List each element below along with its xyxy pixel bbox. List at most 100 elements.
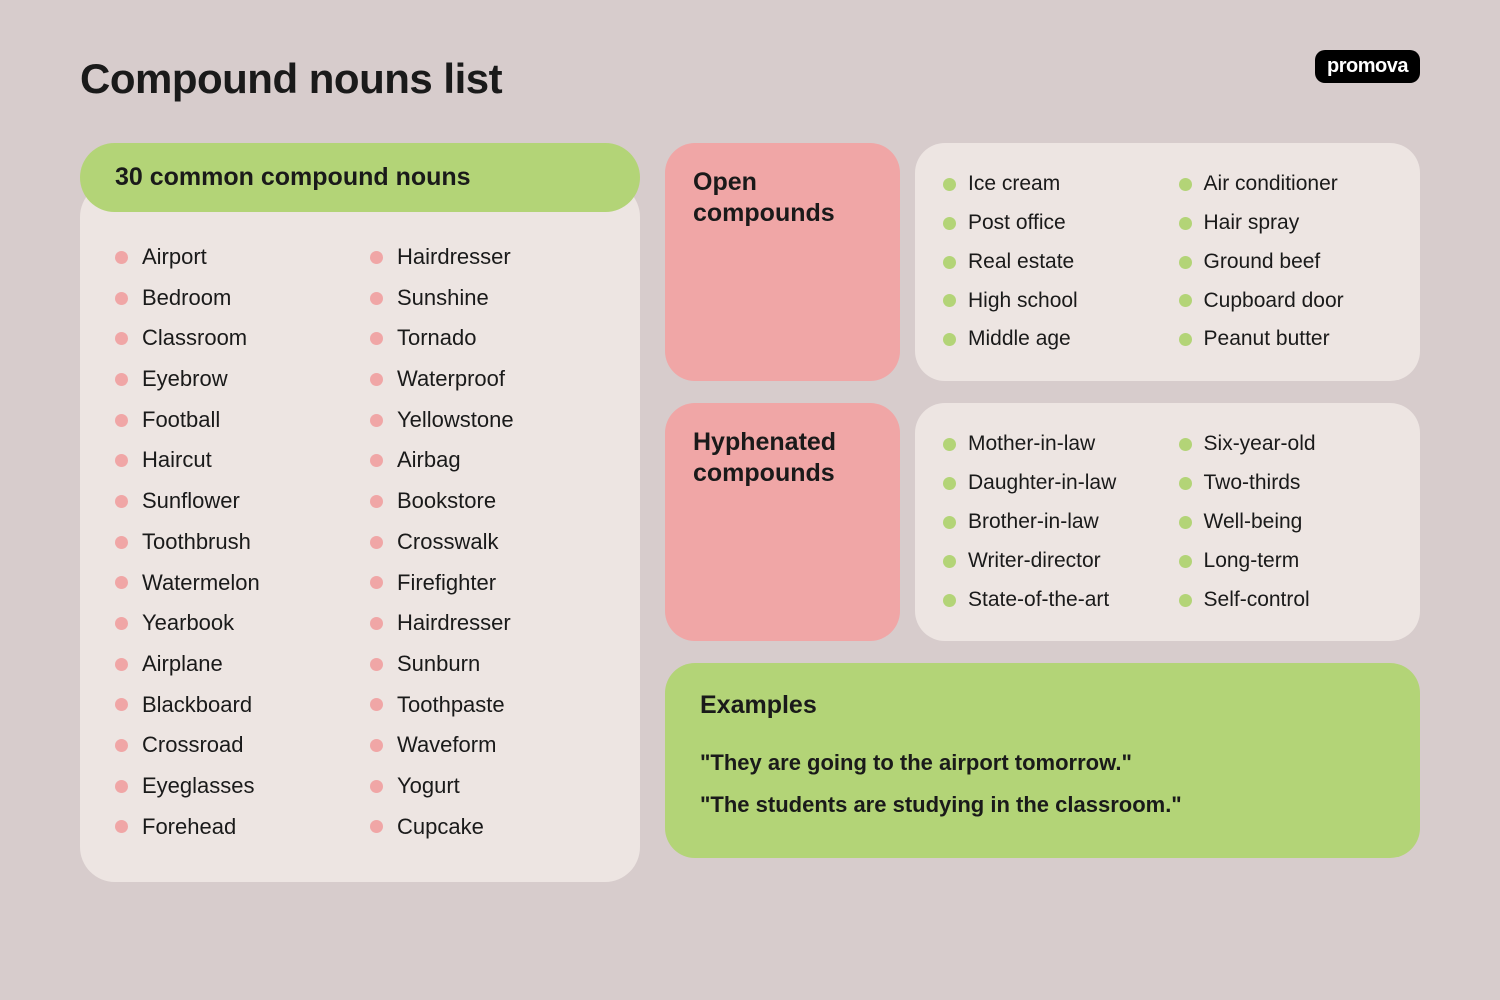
bullet-icon bbox=[1179, 217, 1192, 230]
list-item: Well-being bbox=[1179, 503, 1392, 542]
bullet-icon bbox=[370, 251, 383, 264]
bullet-icon bbox=[370, 292, 383, 305]
bullet-icon bbox=[115, 332, 128, 345]
list-item-label: Cupboard door bbox=[1204, 282, 1344, 321]
list-item: Six-year-old bbox=[1179, 425, 1392, 464]
bullet-icon bbox=[115, 251, 128, 264]
bullet-icon bbox=[115, 576, 128, 589]
examples-lines: "They are going to the airport tomorrow.… bbox=[700, 742, 1385, 826]
list-item: Sunflower bbox=[115, 481, 350, 522]
bullet-icon bbox=[370, 536, 383, 549]
bullet-icon bbox=[370, 739, 383, 752]
list-item: Bookstore bbox=[370, 481, 605, 522]
list-item-label: Middle age bbox=[968, 320, 1071, 359]
hyph-list-col1: Mother-in-lawDaughter-in-lawBrother-in-l… bbox=[943, 425, 1159, 619]
open-list-col1: Ice creamPost officeReal estateHigh scho… bbox=[943, 165, 1159, 359]
bullet-icon bbox=[115, 820, 128, 833]
list-item: Airport bbox=[115, 237, 350, 278]
list-item-label: Daughter-in-law bbox=[968, 464, 1116, 503]
examples-heading: Examples bbox=[700, 691, 1385, 720]
list-item: Airbag bbox=[370, 440, 605, 481]
list-item-label: State-of-the-art bbox=[968, 581, 1109, 620]
list-item-label: Airbag bbox=[397, 440, 461, 481]
bullet-icon bbox=[1179, 256, 1192, 269]
list-item: Yearbook bbox=[115, 603, 350, 644]
bullet-icon bbox=[1179, 477, 1192, 490]
list-item-label: Eyeglasses bbox=[142, 766, 255, 807]
list-item: Brother-in-law bbox=[943, 503, 1159, 542]
list-item: Yogurt bbox=[370, 766, 605, 807]
list-item-label: Yellowstone bbox=[397, 400, 514, 441]
list-item: Cupcake bbox=[370, 807, 605, 848]
list-item: Waveform bbox=[370, 725, 605, 766]
list-item-label: Toothpaste bbox=[397, 685, 505, 726]
bullet-icon bbox=[943, 217, 956, 230]
bullet-icon bbox=[370, 495, 383, 508]
list-item-label: Peanut butter bbox=[1204, 320, 1330, 359]
list-item-label: Watermelon bbox=[142, 563, 260, 604]
list-item: Blackboard bbox=[115, 685, 350, 726]
bullet-icon bbox=[370, 617, 383, 630]
list-item: Self-control bbox=[1179, 581, 1392, 620]
bullet-icon bbox=[943, 256, 956, 269]
example-sentence: "They are going to the airport tomorrow.… bbox=[700, 742, 1385, 784]
bullet-icon bbox=[370, 820, 383, 833]
bullet-icon bbox=[370, 332, 383, 345]
list-item: Writer-director bbox=[943, 542, 1159, 581]
example-sentence: "The students are studying in the classr… bbox=[700, 784, 1385, 826]
list-item: Classroom bbox=[115, 318, 350, 359]
list-item-label: Hairdresser bbox=[397, 237, 511, 278]
list-item-label: Waveform bbox=[397, 725, 496, 766]
list-item: Yellowstone bbox=[370, 400, 605, 441]
examples-card: Examples "They are going to the airport … bbox=[665, 663, 1420, 858]
open-compounds-heading: Open compounds bbox=[665, 143, 900, 381]
common-list-col1: AirportBedroomClassroomEyebrowFootballHa… bbox=[115, 237, 350, 847]
bullet-icon bbox=[115, 454, 128, 467]
list-item-label: Firefighter bbox=[397, 563, 496, 604]
list-item-label: Airplane bbox=[142, 644, 223, 685]
list-item-label: Crosswalk bbox=[397, 522, 498, 563]
list-item: Hairdresser bbox=[370, 603, 605, 644]
list-item: Sunburn bbox=[370, 644, 605, 685]
list-item-label: Self-control bbox=[1204, 581, 1310, 620]
bullet-icon bbox=[115, 658, 128, 671]
list-item-label: Sunburn bbox=[397, 644, 480, 685]
list-item: Crosswalk bbox=[370, 522, 605, 563]
hyphenated-compounds-card: Mother-in-lawDaughter-in-lawBrother-in-l… bbox=[915, 403, 1420, 641]
list-item: Cupboard door bbox=[1179, 282, 1392, 321]
open-list-col2: Air conditionerHair sprayGround beefCupb… bbox=[1179, 165, 1392, 359]
hyphenated-compounds-heading: Hyphenated compounds bbox=[665, 403, 900, 641]
hyphenated-compounds-row: Hyphenated compounds Mother-in-lawDaught… bbox=[665, 403, 1420, 641]
list-item-label: Yearbook bbox=[142, 603, 234, 644]
open-compounds-card: Ice creamPost officeReal estateHigh scho… bbox=[915, 143, 1420, 381]
bullet-icon bbox=[943, 555, 956, 568]
list-item-label: Ground beef bbox=[1204, 243, 1321, 282]
list-item-label: Sunflower bbox=[142, 481, 240, 522]
common-nouns-card: AirportBedroomClassroomEyebrowFootballHa… bbox=[80, 182, 640, 882]
list-item: Eyebrow bbox=[115, 359, 350, 400]
list-item-label: Cupcake bbox=[397, 807, 484, 848]
list-item: Eyeglasses bbox=[115, 766, 350, 807]
list-item: State-of-the-art bbox=[943, 581, 1159, 620]
list-item: Bedroom bbox=[115, 278, 350, 319]
bullet-icon bbox=[943, 333, 956, 346]
list-item-label: Well-being bbox=[1204, 503, 1303, 542]
list-item: Long-term bbox=[1179, 542, 1392, 581]
list-item-label: Hairdresser bbox=[397, 603, 511, 644]
bullet-icon bbox=[370, 454, 383, 467]
list-item: Ground beef bbox=[1179, 243, 1392, 282]
bullet-icon bbox=[370, 414, 383, 427]
bullet-icon bbox=[943, 516, 956, 529]
bullet-icon bbox=[115, 292, 128, 305]
list-item-label: Waterproof bbox=[397, 359, 505, 400]
list-item: Forehead bbox=[115, 807, 350, 848]
list-item: Toothbrush bbox=[115, 522, 350, 563]
bullet-icon bbox=[115, 536, 128, 549]
hyph-list-col2: Six-year-oldTwo-thirdsWell-beingLong-ter… bbox=[1179, 425, 1392, 619]
list-item: Daughter-in-law bbox=[943, 464, 1159, 503]
list-item: Firefighter bbox=[370, 563, 605, 604]
brand-logo: promova bbox=[1315, 50, 1420, 83]
list-item-label: Post office bbox=[968, 204, 1066, 243]
bullet-icon bbox=[370, 698, 383, 711]
list-item: Air conditioner bbox=[1179, 165, 1392, 204]
